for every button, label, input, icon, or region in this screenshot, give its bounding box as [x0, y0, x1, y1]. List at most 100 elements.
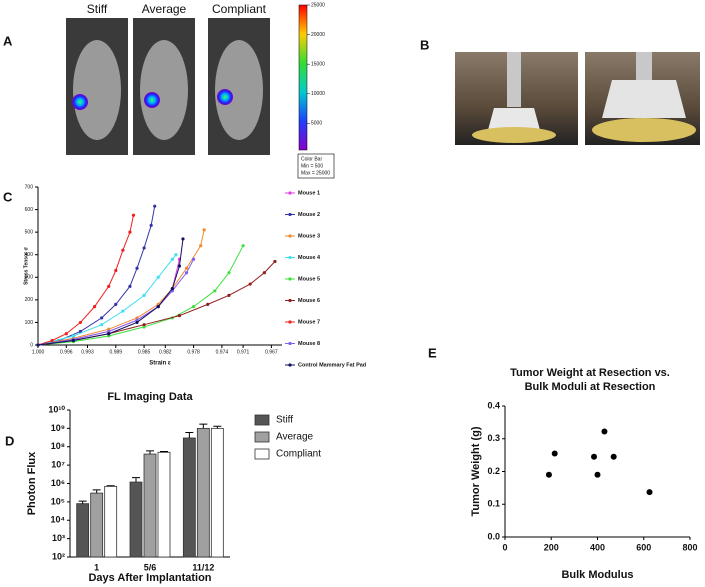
legend-swatch [254, 448, 270, 460]
error-bar [213, 425, 222, 429]
color-bar-tick-label: 25000 [311, 2, 325, 8]
point [142, 323, 146, 327]
legend-label: Mouse 1 [298, 190, 320, 196]
error-bar [78, 500, 87, 504]
axis-line [37, 187, 282, 346]
point [128, 230, 132, 234]
point [545, 471, 552, 478]
point [191, 305, 196, 309]
bar [157, 451, 171, 558]
point [170, 286, 174, 291]
y-tick-label: 10³ [52, 533, 65, 543]
bar [196, 427, 210, 558]
y-tick-label: 10⁷ [51, 460, 65, 470]
y-axis-label: Photon Flux [26, 451, 38, 515]
point [121, 309, 125, 313]
x-tick-label: 0.978 [187, 349, 200, 355]
y-tick-label: 400 [25, 252, 34, 258]
point [202, 228, 206, 232]
point [181, 237, 185, 241]
point [78, 320, 83, 325]
x-tick-label: 1 [94, 562, 99, 572]
legend-marker [288, 234, 292, 238]
x-tick-label: 400 [590, 542, 605, 552]
point [273, 259, 277, 264]
x-tick-label: 200 [544, 542, 559, 552]
y-tick-label: 10⁸ [51, 441, 65, 451]
image-label: Compliant [212, 2, 267, 16]
y-tick-label: 500 [25, 229, 34, 235]
y-axis-label: Tumor Weight (g) [470, 426, 482, 516]
legend-label: Mouse 7 [298, 319, 320, 325]
legend-label: Mouse 4 [298, 255, 321, 261]
panel-label: E [428, 345, 437, 360]
point [121, 248, 125, 252]
image-label: Stiff [87, 2, 108, 16]
bar [143, 453, 157, 558]
point [262, 271, 266, 275]
y-axis-label: Stress Tensor σ [23, 247, 29, 285]
legend-label: Average [276, 432, 314, 443]
x-axis-label: Days After Implantation [88, 572, 211, 584]
x-tick-label: 1.000 [32, 349, 45, 355]
legend-marker [288, 277, 292, 281]
y-tick-label: 0 [30, 342, 33, 348]
color-bar-tick-label: 5000 [311, 121, 322, 127]
error-bar [92, 489, 101, 494]
y-tick-label: 0.2 [487, 466, 500, 476]
bar [129, 481, 143, 558]
point [177, 314, 182, 318]
point [153, 204, 157, 208]
point [100, 323, 104, 327]
chart-title: FL Imaging Data [107, 391, 193, 403]
axis-line [504, 406, 690, 538]
y-tick-label: 600 [25, 207, 34, 213]
x-tick-label: 0.974 [216, 349, 229, 355]
point [71, 334, 75, 338]
x-axis-label: Strain ε [149, 361, 171, 367]
x-tick-label: 0.996 [60, 349, 73, 355]
error-bar [106, 485, 115, 487]
legend-marker [288, 341, 292, 346]
point [646, 489, 653, 496]
legend-swatch [254, 414, 270, 426]
color-bar [298, 4, 308, 151]
chart-title: Bulk Moduli at Resection [525, 381, 656, 393]
point [601, 428, 608, 435]
series-line [37, 258, 195, 346]
point [177, 264, 182, 268]
point [241, 244, 245, 248]
panel-label: C [3, 189, 13, 204]
color-bar-text: Min = 500 [301, 163, 323, 169]
point [135, 320, 139, 325]
bar [182, 437, 196, 558]
point [142, 246, 146, 250]
legend-marker [288, 212, 292, 217]
series-line [37, 254, 177, 346]
color-bar-tick-label: 20000 [311, 32, 325, 38]
point [591, 453, 598, 460]
legend-label: Mouse 2 [298, 212, 320, 218]
point [170, 257, 174, 261]
legend-label: Mouse 6 [298, 298, 320, 304]
x-tick-label: 0.967 [265, 349, 278, 355]
x-tick-label: 0.989 [110, 349, 123, 355]
series-line [37, 215, 134, 346]
point [107, 334, 111, 338]
legend-swatch [254, 431, 270, 443]
legend-label: Compliant [276, 449, 321, 460]
series-line [37, 206, 156, 346]
point [107, 284, 111, 288]
y-tick-label: 10¹⁰ [48, 404, 65, 414]
legend-label: Mouse 5 [298, 276, 320, 282]
device-photos [455, 52, 700, 145]
series-line [37, 238, 184, 346]
bar [90, 492, 104, 558]
point [142, 293, 146, 297]
point [128, 284, 132, 288]
point [227, 293, 231, 297]
color-bar-tick-label: 10000 [311, 91, 325, 97]
y-tick-label: 10⁹ [51, 423, 65, 433]
point [100, 316, 104, 320]
panel-label: A [3, 33, 13, 48]
